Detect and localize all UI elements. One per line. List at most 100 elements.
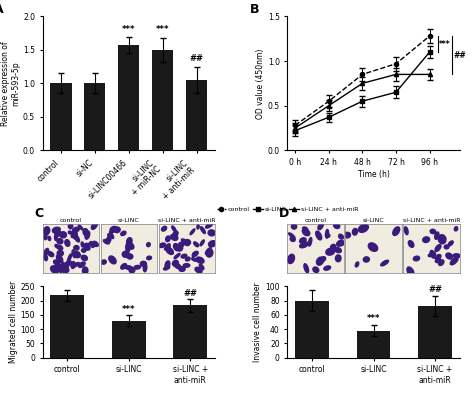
- Ellipse shape: [44, 254, 47, 261]
- Ellipse shape: [86, 242, 92, 249]
- Ellipse shape: [336, 255, 341, 262]
- X-axis label: Time (h): Time (h): [358, 170, 390, 179]
- Ellipse shape: [428, 252, 436, 256]
- Title: control: control: [60, 218, 82, 223]
- Ellipse shape: [181, 254, 187, 258]
- Ellipse shape: [450, 257, 458, 265]
- Ellipse shape: [191, 258, 196, 261]
- Ellipse shape: [85, 231, 90, 239]
- Ellipse shape: [165, 261, 170, 269]
- Ellipse shape: [194, 242, 199, 247]
- Ellipse shape: [179, 267, 185, 271]
- Ellipse shape: [48, 236, 51, 240]
- Ellipse shape: [408, 241, 414, 247]
- Ellipse shape: [192, 251, 198, 256]
- Ellipse shape: [68, 231, 72, 234]
- Ellipse shape: [74, 245, 79, 250]
- Ellipse shape: [72, 231, 77, 239]
- Ellipse shape: [368, 243, 378, 251]
- Ellipse shape: [353, 229, 357, 235]
- Ellipse shape: [423, 237, 429, 242]
- Ellipse shape: [146, 242, 150, 247]
- Ellipse shape: [435, 245, 441, 252]
- Text: B: B: [249, 3, 259, 16]
- Ellipse shape: [435, 232, 439, 239]
- Ellipse shape: [166, 244, 170, 249]
- Title: control: control: [305, 218, 327, 223]
- Ellipse shape: [178, 246, 183, 251]
- Ellipse shape: [166, 247, 173, 254]
- Ellipse shape: [324, 266, 331, 270]
- Ellipse shape: [57, 265, 64, 268]
- Ellipse shape: [92, 241, 98, 247]
- Ellipse shape: [140, 261, 146, 266]
- Title: si-LINC: si-LINC: [363, 218, 384, 223]
- Ellipse shape: [122, 251, 129, 257]
- Ellipse shape: [126, 243, 130, 252]
- Ellipse shape: [337, 240, 342, 246]
- Title: si-LINC + anti-miR: si-LINC + anti-miR: [158, 218, 216, 223]
- Ellipse shape: [393, 227, 400, 236]
- Ellipse shape: [407, 267, 414, 276]
- Ellipse shape: [325, 234, 330, 237]
- Ellipse shape: [363, 257, 369, 262]
- Ellipse shape: [44, 249, 49, 255]
- Ellipse shape: [453, 254, 460, 258]
- Ellipse shape: [55, 262, 61, 270]
- Ellipse shape: [110, 226, 118, 232]
- Text: ##: ##: [190, 54, 204, 63]
- Ellipse shape: [60, 232, 66, 238]
- Ellipse shape: [54, 260, 59, 265]
- Ellipse shape: [320, 257, 326, 262]
- Ellipse shape: [438, 260, 444, 266]
- Bar: [84, 83, 105, 150]
- Ellipse shape: [179, 242, 182, 245]
- Text: D: D: [279, 207, 289, 219]
- Ellipse shape: [309, 238, 312, 246]
- Ellipse shape: [63, 268, 69, 273]
- Ellipse shape: [201, 227, 205, 233]
- Ellipse shape: [44, 227, 50, 235]
- Ellipse shape: [337, 241, 345, 246]
- Ellipse shape: [64, 261, 72, 267]
- Ellipse shape: [60, 263, 64, 270]
- Ellipse shape: [164, 266, 170, 270]
- Ellipse shape: [91, 243, 95, 247]
- Ellipse shape: [172, 226, 176, 232]
- Ellipse shape: [73, 230, 77, 235]
- Ellipse shape: [446, 253, 453, 259]
- Ellipse shape: [58, 245, 63, 250]
- Ellipse shape: [82, 267, 88, 275]
- Ellipse shape: [106, 237, 111, 243]
- Ellipse shape: [197, 225, 199, 229]
- Legend: control, si-LINC, si-LINC + anti-miR: control, si-LINC, si-LINC + anti-miR: [214, 204, 361, 215]
- Ellipse shape: [173, 244, 180, 251]
- Ellipse shape: [356, 262, 359, 267]
- Ellipse shape: [199, 264, 204, 270]
- Text: ##: ##: [453, 51, 466, 60]
- Ellipse shape: [289, 233, 295, 238]
- Ellipse shape: [103, 240, 109, 244]
- Ellipse shape: [206, 223, 212, 228]
- Ellipse shape: [335, 247, 341, 253]
- Ellipse shape: [59, 269, 63, 272]
- Ellipse shape: [164, 246, 170, 250]
- Ellipse shape: [173, 231, 178, 236]
- Ellipse shape: [290, 237, 295, 241]
- Ellipse shape: [304, 264, 309, 273]
- Ellipse shape: [313, 267, 319, 272]
- Bar: [295, 300, 329, 358]
- Text: ##: ##: [428, 285, 442, 294]
- Ellipse shape: [182, 239, 189, 246]
- Ellipse shape: [79, 262, 85, 268]
- Ellipse shape: [195, 267, 202, 273]
- Text: A: A: [0, 3, 4, 16]
- Ellipse shape: [159, 243, 165, 247]
- Ellipse shape: [302, 227, 308, 231]
- Ellipse shape: [82, 249, 86, 252]
- Ellipse shape: [288, 254, 294, 263]
- Ellipse shape: [300, 242, 309, 248]
- Ellipse shape: [44, 234, 47, 240]
- Ellipse shape: [317, 257, 323, 265]
- Ellipse shape: [316, 231, 322, 240]
